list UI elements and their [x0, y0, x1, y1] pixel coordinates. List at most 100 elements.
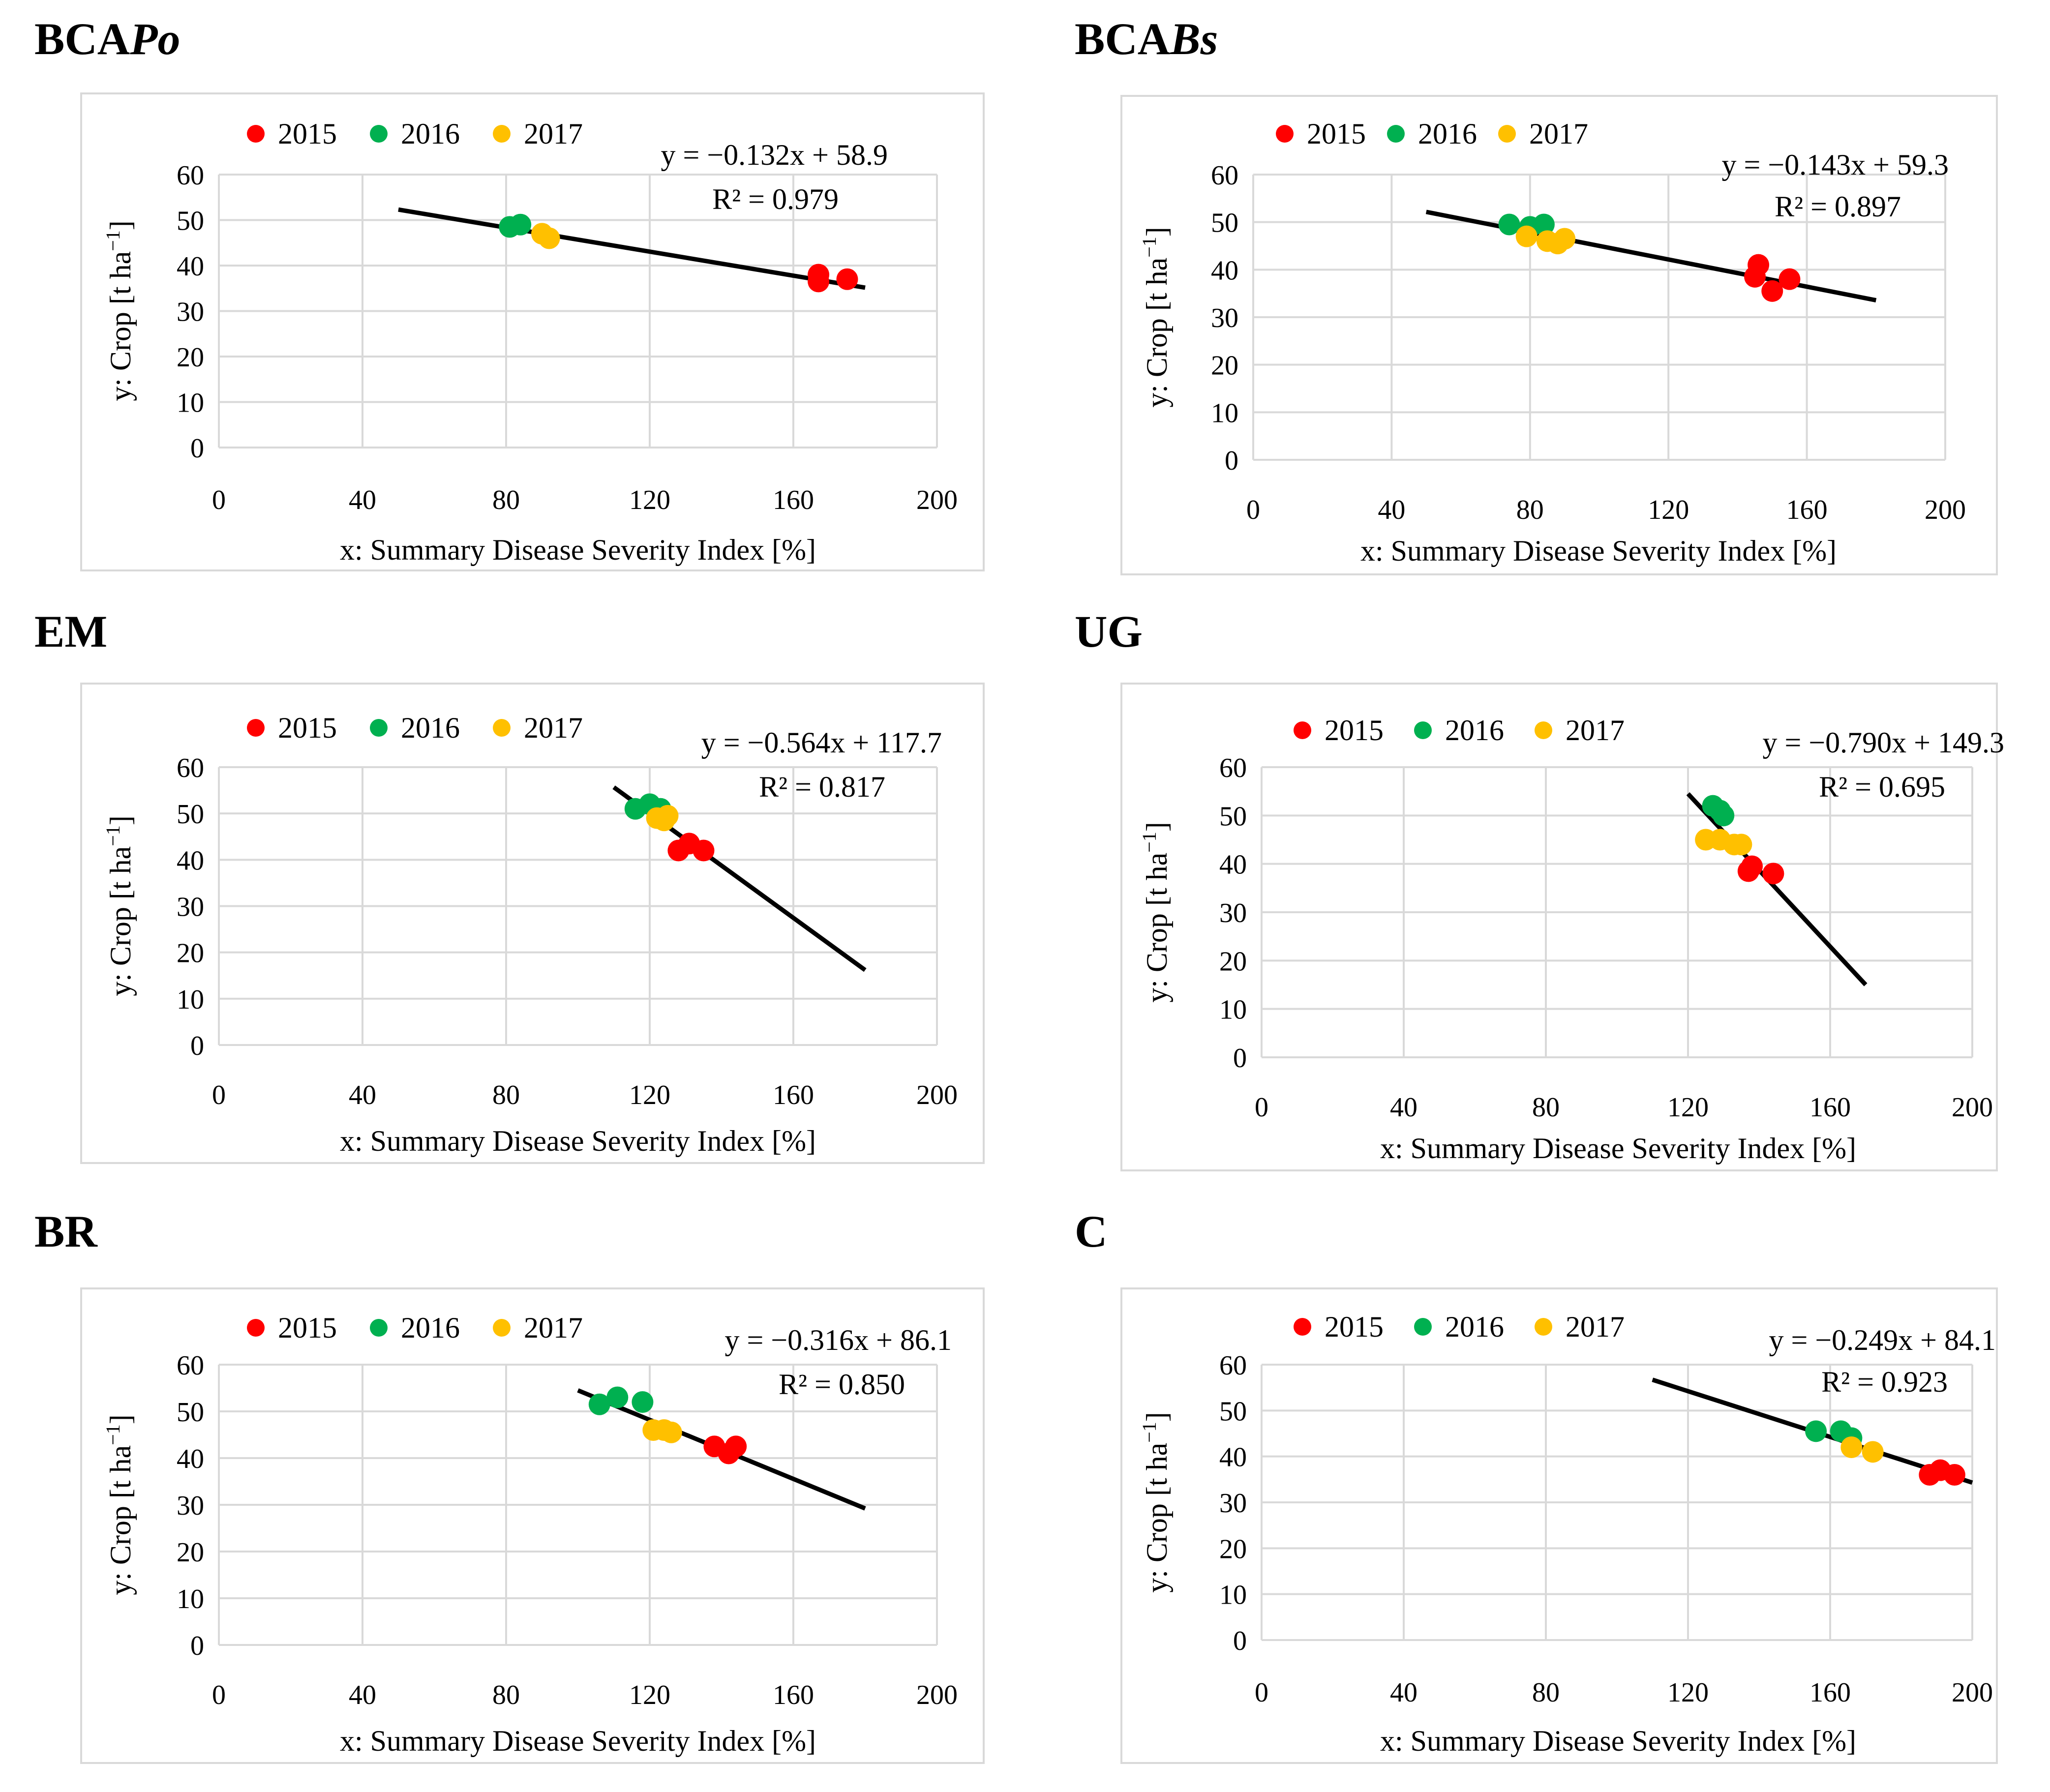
- y-axis-label: y: Crop [t ha−1]: [1138, 822, 1173, 1003]
- y-tick-label: 30: [177, 892, 204, 923]
- data-point-2017: [1840, 1436, 1863, 1458]
- panel-title: UG: [1075, 606, 1143, 657]
- legend-marker-2016: [1414, 721, 1432, 739]
- y-tick-label: 60: [1219, 1350, 1247, 1381]
- panel-title-part: BR: [34, 1206, 98, 1256]
- legend-marker-2015: [247, 1319, 265, 1337]
- data-point-2017: [657, 805, 679, 827]
- x-tick-label: 0: [1255, 1677, 1268, 1708]
- chart-frame: [1120, 95, 1998, 575]
- chart-frame: [1120, 1287, 1998, 1764]
- y-tick-label: 10: [177, 1584, 204, 1614]
- data-point-2016: [632, 1391, 654, 1413]
- r-squared-label: R² = 0.695: [1819, 771, 1945, 803]
- legend-marker-2016: [370, 719, 388, 737]
- panel-title: C: [1075, 1206, 1107, 1256]
- y-axis-label-superscript: −1: [1138, 1422, 1160, 1443]
- x-tick-label: 80: [1516, 495, 1544, 525]
- data-point-2015: [1741, 855, 1763, 877]
- y-tick-label: 30: [177, 297, 204, 328]
- y-tick-label: 50: [1219, 1396, 1247, 1427]
- y-tick-label: 10: [177, 985, 204, 1015]
- y-tick-label: 60: [1219, 753, 1247, 783]
- x-tick-label: 200: [1925, 495, 1966, 525]
- y-axis-label-bracket: ]: [104, 815, 137, 825]
- y-tick-label: 10: [177, 388, 204, 418]
- legend-marker-2017: [493, 1319, 511, 1337]
- y-tick-label: 50: [1219, 801, 1247, 832]
- y-tick-label: 50: [1211, 208, 1238, 239]
- legend-marker-2017: [493, 719, 511, 737]
- y-axis-label-text: y: Crop [t ha: [1141, 1443, 1173, 1593]
- y-axis-label-text: y: Crop [t ha: [1141, 853, 1173, 1003]
- legend-label-2017: 2017: [1566, 714, 1625, 747]
- x-axis-label: x: Summary Disease Severity Index [%]: [340, 1725, 816, 1757]
- y-tick-label: 60: [1211, 160, 1238, 191]
- chart-frame: [80, 1287, 985, 1764]
- y-axis-label: y: Crop [t ha−1]: [102, 220, 137, 401]
- data-point-2015: [1761, 280, 1783, 302]
- y-axis-label: y: Crop [t ha−1]: [1138, 227, 1173, 408]
- x-tick-label: 40: [1390, 1092, 1417, 1123]
- x-tick-label: 80: [1532, 1092, 1560, 1123]
- y-tick-label: 40: [177, 251, 204, 282]
- regression-equation: y = −0.790x + 149.3: [1762, 726, 2004, 759]
- panel-title-part: BCA: [34, 14, 130, 64]
- y-axis-label-text: y: Crop [t ha: [104, 846, 137, 996]
- y-tick-label: 20: [177, 938, 204, 969]
- x-tick-label: 120: [629, 1080, 670, 1110]
- legend-marker-2016: [370, 125, 388, 143]
- x-tick-label: 40: [1390, 1677, 1417, 1708]
- trend-line: [398, 207, 866, 290]
- legend-marker-2017: [1498, 125, 1516, 143]
- data-point-2015: [725, 1435, 747, 1458]
- chart-panel-4: UG 0 10 20 30 40 50 60 0 40 80 120 160 200 x: Summary …: [1075, 606, 2004, 1171]
- legend-marker-2017: [493, 125, 511, 143]
- legend-marker-2017: [1535, 721, 1552, 739]
- legend-marker-2015: [247, 719, 265, 737]
- x-axis-label: x: Summary Disease Severity Index [%]: [1360, 535, 1837, 567]
- data-point-2017: [1515, 225, 1538, 247]
- y-tick-label: 40: [1219, 1442, 1247, 1473]
- x-tick-label: 0: [212, 1680, 226, 1710]
- legend-marker-2016: [370, 1319, 388, 1337]
- panel-title: BCAPo: [34, 14, 180, 64]
- legend-label-2015: 2015: [1307, 118, 1366, 150]
- x-tick-label: 120: [1667, 1092, 1709, 1123]
- data-point-2016: [1533, 213, 1555, 236]
- chart-frame: [1120, 683, 1998, 1171]
- y-tick-label: 30: [1219, 1488, 1247, 1519]
- y-axis-label-text: y: Crop [t ha: [104, 1445, 137, 1595]
- trend-line: [1686, 792, 1868, 986]
- x-tick-label: 40: [349, 1080, 376, 1110]
- x-tick-label: 160: [1809, 1677, 1851, 1708]
- y-tick-label: 40: [1211, 255, 1238, 286]
- y-tick-label: 20: [1219, 1534, 1247, 1564]
- y-tick-label: 0: [190, 1031, 204, 1061]
- panel-title-part: Po: [129, 14, 180, 64]
- y-axis-label-superscript: −1: [102, 825, 124, 846]
- y-tick-label: 60: [177, 160, 204, 191]
- y-axis-label-bracket: ]: [1141, 1412, 1173, 1422]
- y-axis-label-superscript: −1: [1138, 832, 1160, 853]
- panel-title: BR: [34, 1206, 98, 1256]
- y-tick-label: 0: [190, 433, 204, 464]
- legend-marker-2015: [247, 125, 265, 143]
- x-tick-label: 160: [1809, 1092, 1851, 1123]
- legend-marker-2016: [1387, 125, 1405, 143]
- data-point-2016: [1713, 805, 1735, 827]
- y-tick-label: 40: [177, 845, 204, 876]
- x-tick-label: 40: [1378, 495, 1405, 525]
- y-axis-label: y: Crop [t ha−1]: [102, 815, 137, 996]
- x-tick-label: 80: [492, 1680, 520, 1710]
- legend-label-2017: 2017: [524, 118, 583, 150]
- panel-title: BCABs: [1075, 14, 1218, 64]
- chart-panel-5: BR 0 10 20 30 40 50 60 0 40 80 120 160 200 x: Summary …: [34, 1206, 985, 1764]
- r-squared-label: R² = 0.897: [1775, 190, 1901, 223]
- panel-title: EM: [34, 606, 107, 657]
- x-tick-label: 160: [773, 485, 814, 515]
- y-tick-label: 20: [1211, 351, 1238, 381]
- y-axis-label-superscript: −1: [1138, 237, 1160, 258]
- y-axis-label-text: y: Crop [t ha: [104, 251, 137, 401]
- legend-label-2016: 2016: [1418, 118, 1477, 150]
